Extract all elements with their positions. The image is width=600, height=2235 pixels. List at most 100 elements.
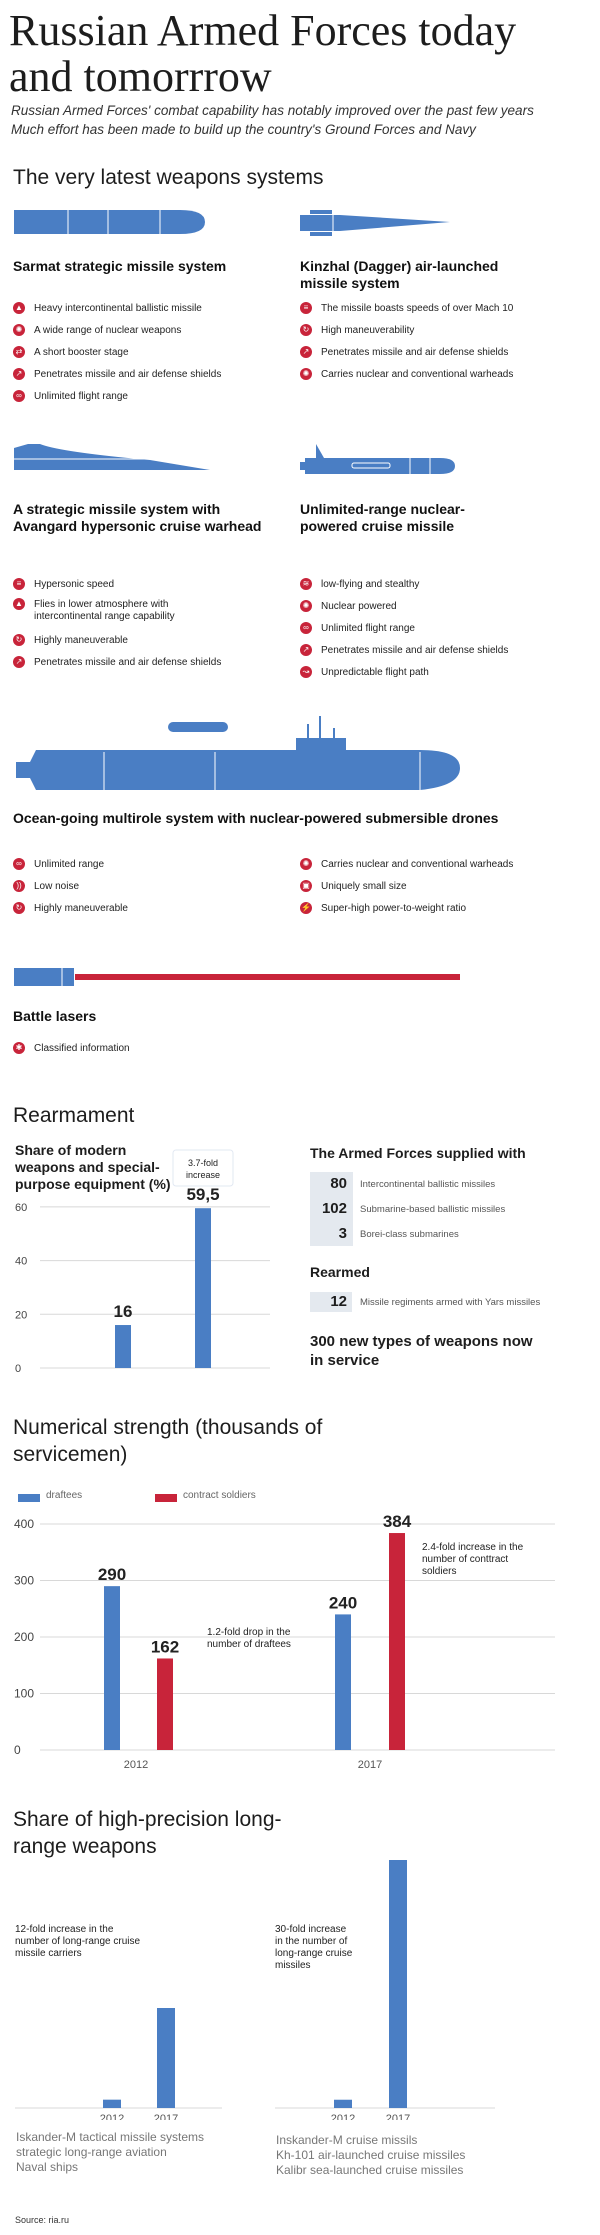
bar-contract: [389, 1533, 405, 1750]
supplied-value: 80: [330, 1175, 347, 1192]
nuclear-icon: ✺: [300, 600, 312, 612]
y-tick-label: 40: [15, 1256, 27, 1268]
precision-right-note: 30-fold increase in the number of long-r…: [275, 1924, 353, 1971]
supplied-label: Borei-class submarines: [360, 1229, 459, 1240]
cruise-feature: ↗ Penetrates missile and air defense shie…: [300, 644, 508, 657]
cruise-feature: ↝ Unpredictable flight path: [300, 666, 429, 679]
drones-feature: ✺ Carries nuclear and conventional warhea…: [300, 858, 513, 871]
bar: [389, 1860, 407, 2108]
kinzhal-feature: ↗ Penetrates missile and air defense shie…: [300, 346, 508, 359]
callout-line: increase: [186, 1170, 220, 1180]
drones-feature: )) Low noise: [13, 880, 79, 893]
precision-left-label: Iskander-M tactical missile systems: [16, 2130, 205, 2144]
sarmat-feature: ✺ A wide range of nuclear weapons: [13, 324, 181, 337]
strength-section-title: Numerical strength (thousands of service…: [13, 1416, 323, 1466]
sarmat-missile-icon: [14, 210, 205, 234]
sarmat-feature: ∞ Unlimited flight range: [13, 390, 128, 403]
weapons-section-title: The very latest weapons systems: [13, 166, 324, 189]
legend-contract: contract soldiers: [183, 1490, 256, 1501]
maneuver-icon: ↻: [13, 902, 25, 914]
noise-icon: )): [13, 880, 25, 892]
rocket-icon: ▲: [13, 598, 25, 610]
speed-icon: ≡: [13, 578, 25, 590]
x-tick-label: 2017: [386, 2113, 410, 2120]
y-tick-label: 60: [15, 1202, 27, 1214]
stealth-icon: ≋: [300, 578, 312, 590]
precision-right-label: Kh-101 air-launched cruise missiles: [276, 2148, 466, 2162]
kinzhal-title: Kinzhal (Dagger) air-launched missile sy…: [300, 258, 499, 291]
kinzhal-feature: ≡ The missile boasts speeds of over Mach …: [300, 302, 513, 315]
y-tick-label: 20: [15, 1309, 27, 1321]
y-tick-label: 300: [14, 1574, 34, 1588]
source-text: Source: ria.ru: [15, 2215, 70, 2225]
sarmat-feature: ⇄ A short booster stage: [13, 346, 129, 359]
bar: [157, 2008, 175, 2108]
drones-feature: ∞ Unlimited range: [13, 858, 104, 871]
nuclear-icon: ✺: [300, 858, 312, 870]
x-tick-label: 2017: [358, 1759, 382, 1771]
avangard-title: A strategic missile system with Avangard…: [13, 501, 262, 534]
bar: [103, 2099, 121, 2108]
drones-feature: ↻ Highly maneuverable: [13, 902, 128, 915]
avangard-feature: ≡ Hypersonic speed: [13, 578, 114, 591]
callout-line: 3.7-fold: [188, 1158, 218, 1168]
penetrate-icon: ↗: [300, 644, 312, 656]
precision-left-label: strategic long-range aviation: [16, 2145, 167, 2159]
bar-contract: [157, 1658, 173, 1750]
sarmat-title: Sarmat strategic missile system: [13, 258, 227, 274]
bar-value-label: 290: [98, 1565, 126, 1584]
bar-draftees: [335, 1614, 351, 1750]
rocket-icon: ▲: [13, 302, 25, 314]
cruise-feature: ∞ Unlimited flight range: [300, 622, 415, 635]
infinity-icon: ∞: [300, 622, 312, 634]
callout-box: [172, 1149, 234, 1187]
bar: [334, 2099, 352, 2108]
bar: [115, 1325, 131, 1368]
supplied-value: 102: [321, 1200, 347, 1217]
legend-draftees: draftees: [46, 1490, 83, 1501]
rearmament-section-title: Rearmament: [13, 1104, 135, 1127]
subtitle-line-2: Much effort has been made to build up th…: [11, 122, 476, 137]
weapons-illustrations: [14, 210, 460, 986]
legend-swatch: [155, 1494, 177, 1502]
note-drop: 1.2-fold drop in the number of draftees: [207, 1627, 291, 1650]
cruise-missile-icon: [300, 444, 455, 474]
laser-icon: [14, 968, 460, 986]
infinity-icon: ∞: [13, 390, 25, 402]
y-tick-label: 0: [15, 1363, 21, 1375]
bar-value-label: 384: [383, 1512, 412, 1531]
drones-feature: ▣ Uniquely small size: [300, 880, 407, 893]
cruise-feature: ✺ Nuclear powered: [300, 600, 397, 613]
nuclear-icon: ✺: [13, 324, 25, 336]
precision-right-label: Kalibr sea-launched cruise missiles: [276, 2163, 464, 2177]
bar: [195, 1208, 211, 1368]
rearmed-value: 12: [310, 1292, 352, 1312]
power-icon: ⚡: [300, 902, 312, 914]
speed-icon: ≡: [300, 302, 312, 314]
y-tick-label: 100: [14, 1687, 34, 1701]
x-tick-label: 2012: [331, 2113, 355, 2120]
sarmat-feature: ▲ Heavy intercontinental ballistic missil…: [13, 302, 202, 315]
classified-icon: ✱: [13, 1042, 25, 1054]
drones-feature: ⚡ Super-high power-to-weight ratio: [300, 902, 467, 914]
rearmed-label: Missile regiments armed with Yars missil…: [360, 1297, 541, 1308]
supplied-title: The Armed Forces supplied with: [310, 1145, 526, 1161]
penetrate-icon: ↗: [13, 656, 25, 668]
bar-draftees: [104, 1586, 120, 1750]
kinzhal-feature: ↻ High maneuverability: [300, 324, 414, 337]
rearmed-title: Rearmed: [310, 1264, 370, 1280]
new-types-text: 300 new types of weapons now in service: [310, 1333, 533, 1369]
submarine-icon: [16, 716, 460, 790]
size-icon: ▣: [300, 880, 312, 892]
supplied-box: [310, 1172, 353, 1246]
supplied-label: Submarine-based ballistic missiles: [360, 1204, 506, 1215]
precision-chart: 2012 2017 2012 2017: [15, 1860, 495, 2120]
path-icon: ↝: [300, 666, 312, 678]
penetrate-icon: ↗: [300, 346, 312, 358]
avangard-feature: ↗ Penetrates missile and air defense shie…: [13, 656, 221, 669]
x-tick-label: 2012: [100, 2113, 124, 2120]
bar-value-label: 240: [329, 1593, 357, 1612]
booster-icon: ⇄: [13, 346, 25, 358]
y-tick-label: 200: [14, 1630, 34, 1644]
